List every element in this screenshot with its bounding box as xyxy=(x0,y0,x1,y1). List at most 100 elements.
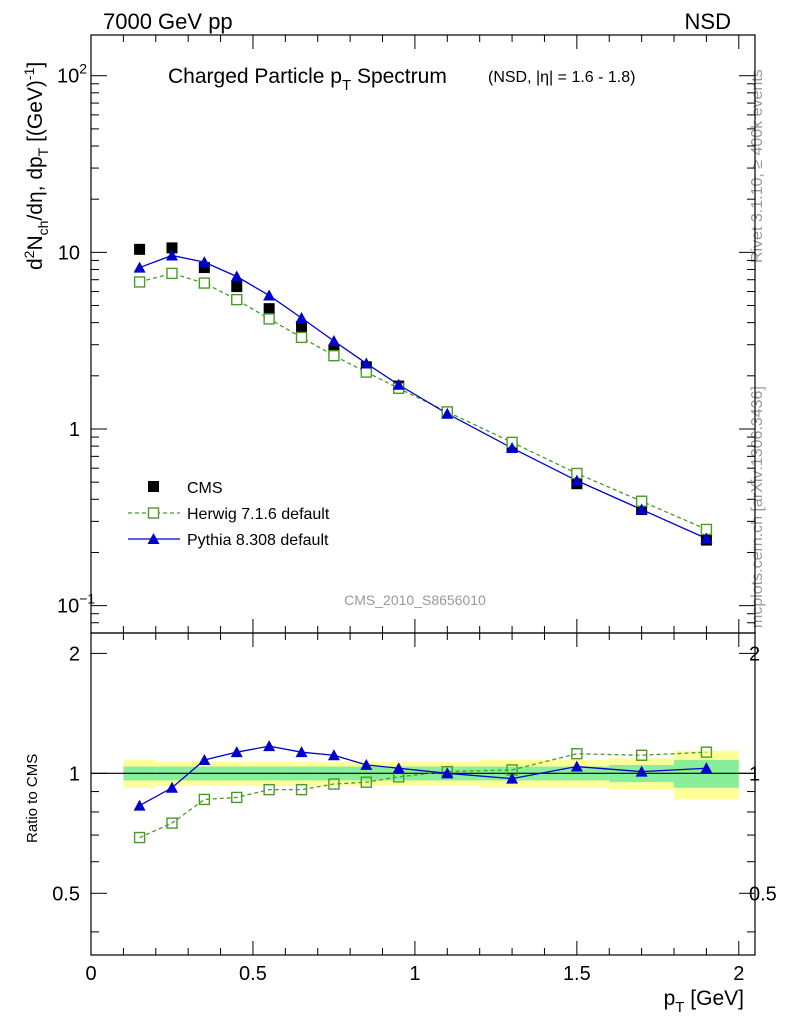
chart-subtitle: (NSD, |η| = 1.6 - 1.8) xyxy=(488,69,635,86)
pythia-point xyxy=(441,407,454,419)
ratio-herwig-point xyxy=(231,791,243,804)
ratio-herwig-point xyxy=(166,817,178,829)
herwig-point xyxy=(231,293,243,306)
series-line-1 xyxy=(139,272,707,531)
ylabel-sub2: T xyxy=(35,147,51,156)
ratio-pythia-point xyxy=(198,754,211,766)
herwig-point xyxy=(295,331,308,344)
y-tick-label: 10−1 xyxy=(57,591,95,618)
chart-title-rest: Spectrum xyxy=(351,65,447,88)
legend-cms-label: CMS xyxy=(187,480,223,497)
ratio-pythia-point xyxy=(133,799,146,811)
legend-pythia-marker xyxy=(147,533,160,544)
ratio-y-axis-label: Ratio to CMS xyxy=(24,754,41,843)
legend: CMS Herwig 7.1.6 default Pythia 8.308 de… xyxy=(128,480,330,549)
ratio-plot-area xyxy=(91,740,755,844)
ratio-herwig-point xyxy=(635,749,648,761)
header-left: 7000 GeV pp xyxy=(103,9,233,34)
chart-title: Charged Particle pT Spectrum xyxy=(168,65,447,94)
xlabel-main: p xyxy=(664,987,676,1010)
x-tick-label: 1.5 xyxy=(563,963,591,985)
series-line-2 xyxy=(139,254,707,540)
x-axis-label: pT [GeV] xyxy=(664,987,744,1016)
ratio-herwig-point xyxy=(295,783,308,796)
ratio-pythia-point xyxy=(327,749,340,761)
ratio-herwig-point xyxy=(328,778,340,790)
ratio-pythia-point xyxy=(360,758,373,770)
ratio-y-tick-label: 1 xyxy=(69,763,80,785)
ratio-pythia-point xyxy=(506,772,519,784)
ratio-y-tick-label-right: 2 xyxy=(749,643,760,665)
ratio-pythia-point xyxy=(230,746,243,758)
x-tick-label: 0 xyxy=(85,963,96,985)
pythia-point xyxy=(295,311,308,323)
chart-title-main: Charged Particle p xyxy=(168,65,342,88)
cms-data-point xyxy=(263,303,275,315)
pythia-point xyxy=(230,270,243,282)
herwig-point xyxy=(198,277,211,289)
ratio-herwig-point xyxy=(360,776,373,788)
ratio-herwig-point xyxy=(133,831,146,844)
y-tick-label: 10 xyxy=(58,242,80,264)
legend-pythia-label: Pythia 8.308 default xyxy=(187,532,329,549)
ylabel-sup2: -1 xyxy=(21,67,37,80)
ratio-pythia-point xyxy=(165,781,178,793)
herwig-point xyxy=(360,366,373,378)
ylabel-e: ] xyxy=(24,62,47,68)
ylabel-b: N xyxy=(24,235,47,250)
ratio-frame xyxy=(90,632,756,956)
pythia-point xyxy=(198,256,211,268)
main-y-axis-label: d2Nch/dη, dpT [(GeV)-1] xyxy=(21,62,51,270)
cms-data-point xyxy=(296,321,308,333)
ylabel-c: /dη, dp xyxy=(24,156,47,220)
ratio-pythia-point xyxy=(441,767,454,779)
main-plot-area xyxy=(133,242,713,546)
cms-data-point xyxy=(198,262,210,274)
legend-herwig-label: Herwig 7.1.6 default xyxy=(187,506,330,523)
cms-data-point xyxy=(134,243,146,255)
herwig-point xyxy=(133,276,146,288)
main-axis-ticks: 10−1 1 10 102 xyxy=(57,35,755,634)
y-tick-label: 102 xyxy=(57,61,87,88)
mcplots-label: mcplots.cern.ch [arXiv:1306.3436] xyxy=(749,386,766,628)
ratio-panel: 0 0.5 1 1.5 2 0.5 0.5 1 1 2 2 Ratio to CMS pT [GeV… xyxy=(24,632,777,1016)
rivet-version-label: Rivet 3.1.10, ≥ 400k events xyxy=(749,69,766,263)
ylabel-sub1: ch xyxy=(35,221,51,236)
x-tick-label: 1 xyxy=(409,963,420,985)
ratio-herwig-point xyxy=(198,793,211,806)
ratio-herwig-point xyxy=(700,746,713,758)
pythia-point xyxy=(360,357,373,369)
ratio-herwig-point xyxy=(571,748,583,760)
x-tick-label: 0.5 xyxy=(239,963,267,985)
pythia-point xyxy=(327,334,340,346)
ratio-axis-ticks: 0 0.5 1 1.5 2 0.5 0.5 1 1 2 2 xyxy=(52,633,777,985)
ratio-y-tick-label-right: 0.5 xyxy=(749,883,777,905)
cms-data-point xyxy=(231,281,243,293)
ratio-pythia-point xyxy=(570,760,583,772)
ratio-y-tick-label: 2 xyxy=(69,643,80,665)
pythia-point xyxy=(133,261,146,273)
ratio-pythia-point xyxy=(295,746,308,758)
xlabel-sub: T xyxy=(675,999,684,1016)
ratio-y-tick-label-right: 1 xyxy=(749,763,760,785)
pythia-point xyxy=(635,503,648,515)
ratio-pythia-point xyxy=(635,765,648,777)
herwig-point xyxy=(263,313,275,325)
ratio-pythia-point xyxy=(392,762,405,774)
header-right: NSD xyxy=(685,9,731,34)
herwig-point xyxy=(166,267,178,280)
pythia-point xyxy=(392,378,405,390)
legend-cms-marker xyxy=(148,481,159,492)
pythia-point xyxy=(700,532,713,544)
pythia-point xyxy=(165,249,178,261)
ratio-y-tick-label: 0.5 xyxy=(52,883,80,905)
herwig-point xyxy=(328,349,340,362)
x-tick-label: 2 xyxy=(733,963,744,985)
ylabel-d: [(GeV) xyxy=(24,80,47,148)
y-tick-label: 1 xyxy=(69,419,80,441)
legend-herwig-marker xyxy=(147,507,160,519)
pythia-point xyxy=(506,442,519,454)
analysis-watermark: CMS_2010_S8656010 xyxy=(344,592,486,608)
